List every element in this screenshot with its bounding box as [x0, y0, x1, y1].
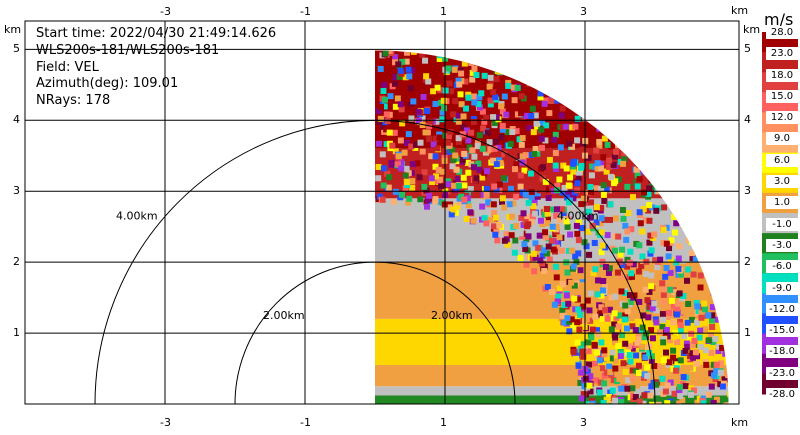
range-ring-label: 2.00km	[263, 309, 305, 322]
y-unit-left: km	[4, 23, 22, 36]
colorbar-tick-label: -1.0	[766, 217, 798, 231]
x-unit-top: km	[731, 4, 749, 17]
y-tick-label-left: 1	[13, 326, 20, 340]
range-ring-label: 4.00km	[557, 210, 599, 223]
y-tick-label-right: 4	[744, 113, 751, 127]
x-tick-label-bottom: 3	[580, 416, 587, 429]
y-tick-label-right: 1	[744, 326, 751, 340]
x-tick-label-top: 3	[580, 5, 587, 18]
azimuth-text: Azimuth(deg): 109.01	[36, 76, 179, 92]
range-ring	[94, 119, 656, 405]
start-time-text: Start time: 2022/04/30 21:49:14.626	[36, 26, 277, 41]
x-tick-label-top: -3	[160, 5, 171, 18]
colorbar-tick-label: 9.0	[766, 132, 798, 146]
colorbar-tick-label: -12.0	[766, 302, 798, 316]
nrays-text: NRays: 178	[36, 93, 111, 109]
colorbar-tick-label: 12.0	[766, 111, 798, 125]
x-tick-label-bottom: -1	[300, 416, 311, 429]
y-tick-label-right: 5	[744, 42, 751, 56]
info-panel: Start time: 2022/04/30 21:49:14.626 WLS2…	[36, 26, 276, 110]
colorbar-tick-label: -23.0	[766, 366, 798, 380]
colorbar-tick-label: -28.0	[766, 388, 798, 401]
x-tick-label-top: 1	[440, 5, 447, 18]
colorbar-tick-label: -18.0	[766, 345, 798, 359]
colorbar-tick-label: -15.0	[766, 324, 798, 338]
colorbar-tick-label: 23.0	[766, 47, 798, 61]
colorbar	[762, 32, 798, 395]
colorbar-tick-label: 18.0	[766, 68, 798, 82]
y-unit-right: km	[743, 23, 761, 36]
colorbar-tick-label: -3.0	[766, 238, 798, 252]
y-tick-label-right: 2	[744, 255, 751, 269]
colorbar-tick-label: -6.0	[766, 260, 798, 274]
y-tick-label-left: 3	[13, 184, 20, 198]
range-ring-label: 2.00km	[431, 309, 473, 322]
x-tick-label-bottom: 1	[440, 416, 447, 429]
colorbar-tick-label: 6.0	[766, 153, 798, 167]
x-tick-label-bottom: -3	[160, 416, 171, 429]
y-tick-label-right: 3	[744, 184, 751, 198]
field-text: Field: VEL	[36, 59, 99, 75]
colorbar-unit: m/s	[764, 10, 794, 29]
colorbar-tick-label: 15.0	[766, 89, 798, 103]
range-rings: 4.00km 2.00km 2.00km 4.00km	[94, 119, 656, 405]
velocity-sector	[375, 50, 729, 404]
y-tick-label-left: 2	[13, 255, 20, 269]
plot-frame	[24, 20, 740, 405]
colorbar-tick-label: 3.0	[766, 175, 798, 189]
x-unit-bottom: km	[731, 416, 749, 429]
y-tick-label-left: 5	[13, 42, 20, 56]
x-tick-label-top: -1	[300, 5, 311, 18]
colorbar-tick-label: 1.0	[766, 196, 798, 210]
colorbar-tick-label: 28.0	[766, 26, 798, 39]
instrument-text: WLS200s-181/WLS200s-181	[36, 42, 220, 58]
y-tick-label-left: 4	[13, 113, 20, 127]
range-ring	[234, 261, 516, 405]
colorbar-tick-label: -9.0	[766, 281, 798, 295]
range-ring-label: 4.00km	[116, 210, 158, 223]
